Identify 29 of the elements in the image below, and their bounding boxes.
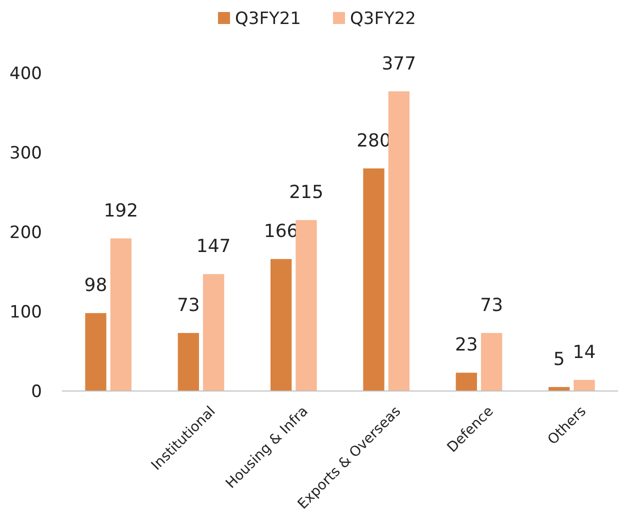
data-label: 23	[454, 334, 478, 356]
legend-label: Q3FY21	[235, 8, 301, 29]
bar	[85, 313, 106, 391]
legend-label: Q3FY22	[350, 8, 416, 29]
data-label: 215	[289, 182, 324, 204]
y-tick-label: 300	[10, 143, 42, 164]
bar	[574, 380, 595, 391]
bar	[456, 372, 477, 391]
data-label: 377	[382, 53, 416, 74]
bar	[481, 332, 502, 391]
y-tick-label: 400	[10, 64, 42, 84]
data-label: 192	[104, 200, 138, 222]
data-label: 98	[84, 275, 108, 296]
data-label: 14	[572, 342, 596, 363]
data-label: 5	[553, 349, 565, 370]
bar	[110, 238, 132, 391]
bar	[388, 91, 410, 391]
bar	[363, 168, 384, 391]
bar	[203, 274, 224, 391]
y-tick-label: 100	[10, 302, 42, 322]
bar	[178, 332, 199, 391]
bar	[296, 220, 317, 391]
y-tick-label: 200	[10, 222, 42, 243]
data-label: 147	[196, 236, 231, 258]
data-label: 166	[264, 221, 298, 242]
data-label: 73	[480, 294, 504, 316]
y-tick-label: 0	[31, 382, 42, 402]
bar	[270, 259, 292, 391]
data-label: 73	[176, 294, 200, 316]
